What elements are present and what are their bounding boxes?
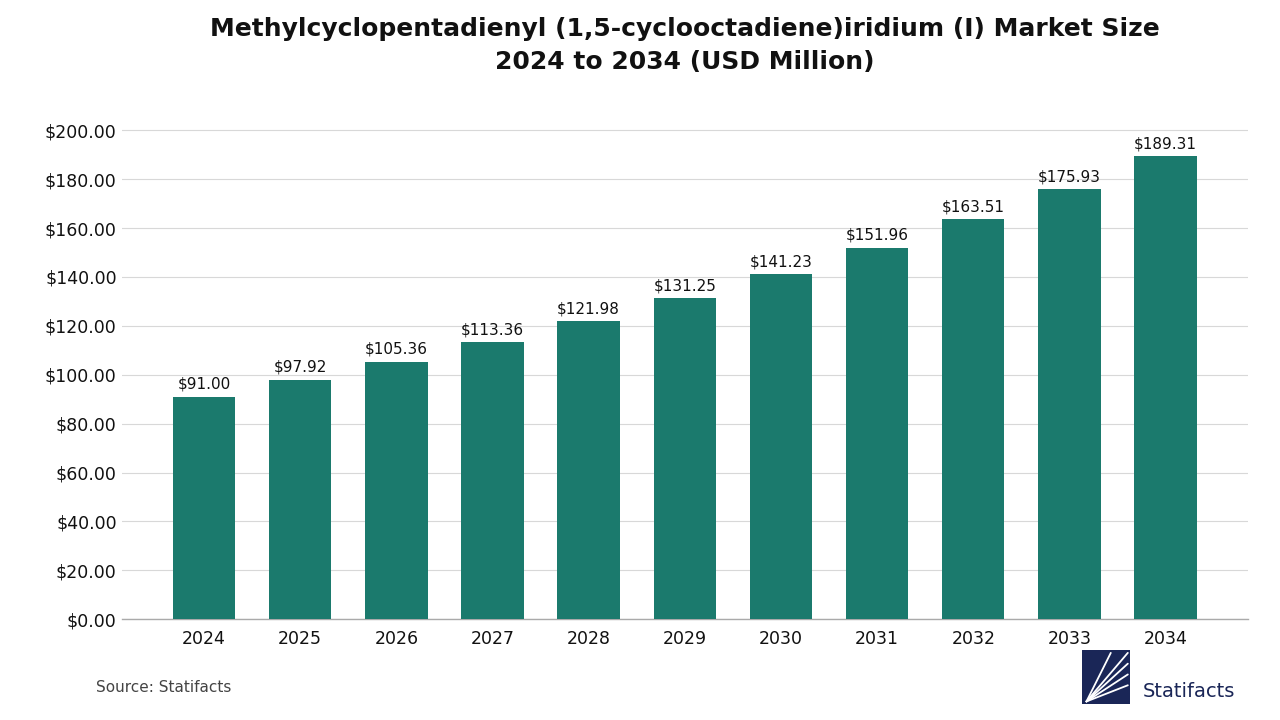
Text: Source: Statifacts: Source: Statifacts	[96, 680, 232, 695]
Title: Methylcyclopentadienyl (1,5-cyclooctadiene)iridium (I) Market Size
2024 to 2034 : Methylcyclopentadienyl (1,5-cyclooctadie…	[210, 17, 1160, 73]
Bar	[654, 298, 716, 619]
Text: Statifacts: Statifacts	[1143, 682, 1235, 701]
Bar	[942, 220, 1005, 619]
Text: $189.31: $189.31	[1134, 137, 1197, 151]
Bar	[1038, 189, 1101, 619]
Bar	[846, 248, 909, 619]
Bar	[365, 361, 428, 619]
Bar	[557, 321, 620, 619]
Text: $105.36: $105.36	[365, 342, 428, 356]
Text: $163.51: $163.51	[942, 199, 1005, 215]
Bar	[173, 397, 236, 619]
Text: $91.00: $91.00	[178, 377, 230, 392]
Bar	[1134, 156, 1197, 619]
Text: $131.25: $131.25	[653, 279, 717, 294]
Text: $113.36: $113.36	[461, 322, 524, 337]
Bar	[461, 342, 524, 619]
Text: $141.23: $141.23	[750, 254, 813, 269]
Text: $175.93: $175.93	[1038, 169, 1101, 184]
Text: $151.96: $151.96	[846, 228, 909, 243]
Text: $121.98: $121.98	[557, 301, 620, 316]
Bar	[750, 274, 813, 619]
Text: $97.92: $97.92	[274, 360, 326, 375]
Bar	[269, 380, 332, 619]
